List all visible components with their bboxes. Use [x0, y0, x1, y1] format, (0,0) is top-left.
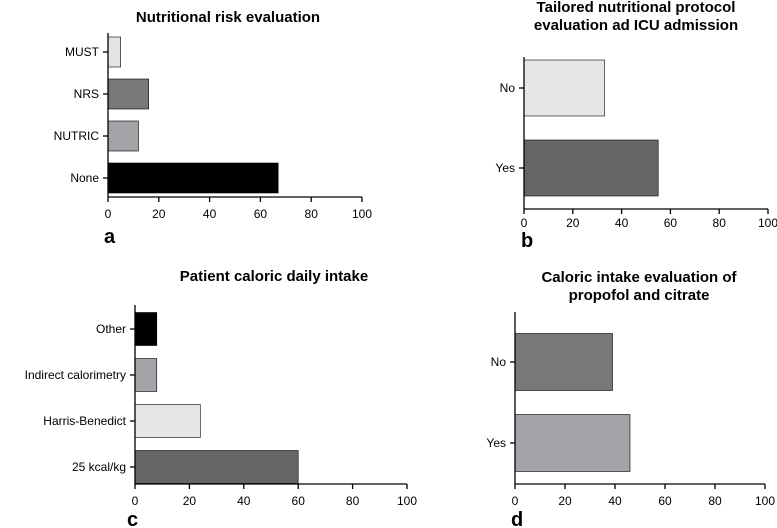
chart-title: evaluation ad ICU admission: [534, 17, 738, 34]
category-label: NUTRIC: [54, 129, 100, 143]
bar: [514, 414, 631, 472]
x-tick-label: 60: [292, 494, 306, 508]
panel-letter: c: [127, 509, 138, 528]
x-tick-label: 0: [105, 207, 112, 221]
chart-title: Patient caloric daily intake: [180, 268, 368, 285]
chart-panel-a: Nutritional risk evaluation MUST NRS NUTRIC…: [54, 9, 373, 248]
panel-letter: a: [104, 226, 116, 248]
x-tick-label: 60: [658, 494, 672, 508]
x-tick-label: 100: [397, 494, 417, 508]
bar: [134, 404, 201, 438]
bar: [514, 333, 613, 391]
bar: [134, 312, 158, 346]
bar: [107, 120, 139, 152]
x-tick-label: 0: [521, 216, 528, 230]
category-label: Harris-Benedict: [43, 414, 126, 428]
bar: [523, 59, 605, 117]
category-label: Indirect calorimetry: [25, 368, 126, 382]
x-tick-label: 60: [664, 216, 678, 230]
bar: [107, 36, 121, 68]
x-tick-label: 40: [615, 216, 629, 230]
x-tick-label: 80: [713, 216, 727, 230]
x-tick-label: 20: [566, 216, 580, 230]
chart-title: Tailored nutritional protocol: [537, 0, 736, 16]
category-label: Yes: [495, 161, 515, 175]
bar: [107, 78, 149, 110]
category-label: Other: [96, 322, 126, 336]
category-label: Yes: [486, 436, 506, 450]
x-tick-label: 0: [132, 494, 139, 508]
category-label: No: [500, 81, 516, 95]
x-tick-label: 0: [512, 494, 519, 508]
category-label: 25 kcal/kg: [72, 460, 126, 474]
x-tick-label: 20: [558, 494, 572, 508]
x-tick-label: 20: [183, 494, 197, 508]
chart-title: Caloric intake evaluation of: [541, 269, 737, 286]
chart-panel-c: Patient caloric daily intake Other Indirec…: [25, 268, 418, 528]
x-tick-label: 20: [152, 207, 166, 221]
bar: [523, 139, 659, 197]
x-tick-label: 80: [346, 494, 360, 508]
x-tick-label: 40: [203, 207, 217, 221]
bar: [134, 358, 158, 392]
category-label: No: [491, 355, 507, 369]
panel-letter: b: [521, 230, 533, 252]
category-label: MUST: [65, 45, 100, 59]
chart-title: propofol and citrate: [569, 287, 710, 304]
panel-letter: d: [511, 509, 523, 528]
bar: [134, 450, 299, 484]
x-tick-label: 40: [237, 494, 251, 508]
x-tick-label: 40: [608, 494, 622, 508]
chart-title: Nutritional risk evaluation: [136, 9, 320, 26]
x-tick-label: 100: [755, 494, 775, 508]
category-label: NRS: [74, 87, 99, 101]
x-tick-label: 60: [254, 207, 268, 221]
x-tick-label: 100: [758, 216, 777, 230]
category-label: None: [70, 171, 99, 185]
x-tick-label: 80: [305, 207, 319, 221]
x-tick-label: 100: [352, 207, 372, 221]
x-tick-label: 80: [708, 494, 722, 508]
bar: [107, 162, 279, 194]
chart-panel-b: Tailored nutritional protocolevaluation …: [495, 0, 777, 252]
